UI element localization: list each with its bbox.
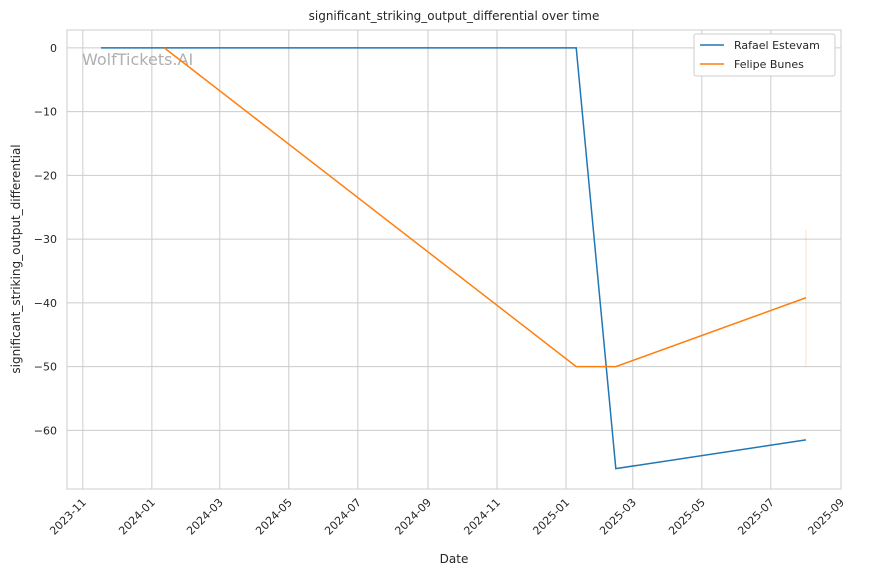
plot-frame: [66, 29, 842, 490]
chart-title: significant_striking_output_differential…: [309, 9, 600, 23]
x-tick-label: 2024-11: [461, 496, 503, 538]
y-tick-label: −10: [34, 106, 57, 119]
grid: [67, 30, 842, 489]
x-tick-label: 2025-05: [666, 496, 708, 538]
legend-label-rafael-estevam: Rafael Estevam: [734, 39, 820, 52]
x-tick-label: 2024-07: [322, 496, 364, 538]
y-tick-label: −50: [34, 361, 57, 374]
legend: Rafael Estevam Felipe Bunes: [693, 33, 836, 77]
x-tick-label: 2025-03: [597, 496, 639, 538]
y-tick-label: 0: [50, 42, 57, 55]
x-tick-label: 2024-05: [253, 496, 295, 538]
x-tick-label: 2024-01: [116, 496, 158, 538]
x-ticks: 2023-11 2024-01 2024-03 2024-05 2024-07 2024-…: [47, 496, 847, 538]
y-tick-label: −30: [34, 233, 57, 246]
legend-box: [693, 33, 836, 77]
y-tick-label: −60: [34, 424, 57, 437]
y-tick-label: −40: [34, 297, 57, 310]
legend-label-felipe-bunes: Felipe Bunes: [734, 58, 804, 71]
x-axis-label: Date: [440, 552, 469, 566]
series-line-felipe-bunes: [163, 47, 807, 368]
x-tick-label: 2025-07: [735, 496, 777, 538]
y-tick-label: −20: [34, 169, 57, 182]
series-group: [100, 47, 807, 470]
x-tick-label: 2024-03: [184, 496, 226, 538]
y-ticks: 0 −10 −20 −30 −40 −50 −60: [34, 42, 57, 438]
series-line-rafael-estevam: [100, 47, 807, 470]
y-axis-label: significant_striking_output_differential: [9, 144, 23, 373]
x-tick-label: 2023-11: [47, 496, 89, 538]
x-tick-label: 2025-01: [530, 496, 572, 538]
watermark: WolfTickets.AI: [82, 50, 193, 69]
x-tick-label: 2025-09: [805, 496, 847, 538]
x-tick-label: 2024-09: [392, 496, 434, 538]
